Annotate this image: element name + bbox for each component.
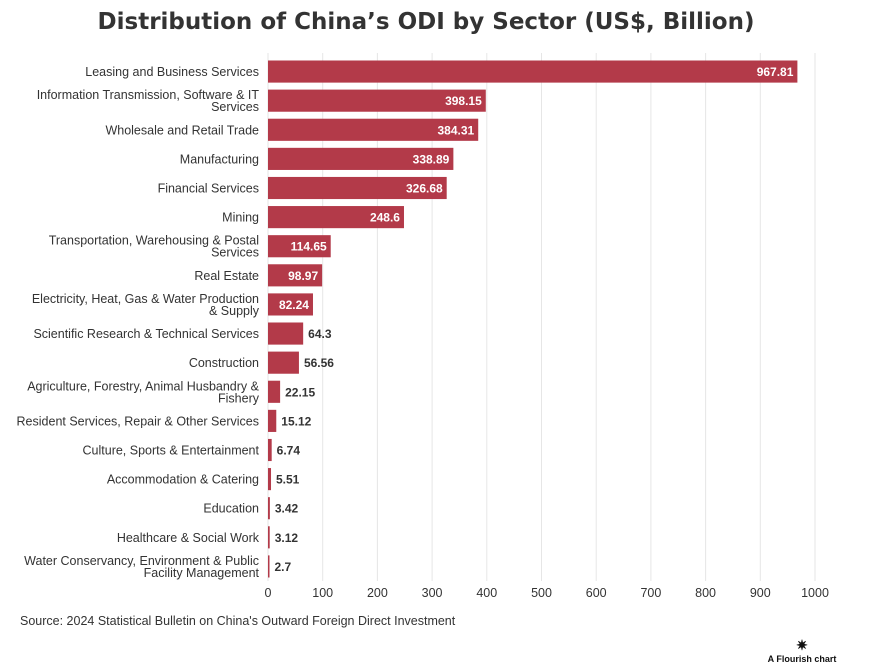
- bar[interactable]: [268, 147, 454, 170]
- category-label: Wholesale and Retail Trade: [105, 123, 259, 137]
- bar[interactable]: [268, 293, 313, 316]
- value-label: 967.81: [757, 65, 794, 79]
- bar[interactable]: [268, 555, 270, 578]
- category-label: Scientific Research & Technical Services: [33, 327, 259, 341]
- x-tick-label: 500: [531, 586, 552, 600]
- category-label: Information Transmission, Software & IT S…: [37, 88, 260, 114]
- value-label: 114.65: [291, 240, 327, 254]
- value-label: 338.89: [413, 152, 450, 166]
- category-labels: Leasing and Business Services Information…: [17, 65, 260, 580]
- flourish-credit[interactable]: ✷ A Flourish chart: [762, 638, 842, 664]
- bars: [268, 60, 798, 578]
- value-label: 248.6: [370, 211, 400, 225]
- bar[interactable]: [268, 118, 479, 141]
- x-tick-label: 0: [265, 586, 272, 600]
- category-label: Education: [203, 502, 259, 516]
- value-label: 98.97: [288, 269, 318, 283]
- x-tick-label: 100: [312, 586, 333, 600]
- bar[interactable]: [268, 206, 404, 229]
- gridlines: [267, 53, 816, 581]
- bar[interactable]: [268, 322, 304, 345]
- value-label: 82.24: [279, 298, 309, 312]
- x-tick-label: 200: [367, 586, 388, 600]
- category-label: Construction: [189, 356, 259, 370]
- value-label: 2.7: [275, 560, 292, 574]
- category-label: Water Conservancy, Environment & Public F…: [24, 554, 259, 580]
- category-label: Culture, Sports & Entertainment: [83, 444, 260, 458]
- bar[interactable]: [268, 497, 270, 520]
- x-tick-label: 400: [476, 586, 497, 600]
- value-label: 64.3: [308, 327, 332, 341]
- value-label: 384.31: [438, 123, 475, 137]
- category-label: Resident Services, Repair & Other Servic…: [17, 414, 259, 428]
- bar[interactable]: [268, 235, 331, 258]
- bar[interactable]: [268, 60, 798, 83]
- bar[interactable]: [268, 176, 447, 200]
- category-label: Financial Services: [158, 182, 259, 196]
- x-tick-label: 900: [750, 586, 771, 600]
- x-tick-label: 600: [586, 586, 607, 600]
- value-label: 56.56: [304, 356, 334, 370]
- bar[interactable]: [268, 89, 486, 112]
- x-tick-label: 700: [640, 586, 661, 600]
- x-tick-label: 300: [422, 586, 443, 600]
- asterisk-icon: ✷: [796, 637, 808, 653]
- category-label: Agriculture, Forestry, Animal Husbandry …: [27, 379, 260, 405]
- credit-text: A Flourish chart: [767, 654, 837, 664]
- x-tick-label: 800: [695, 586, 716, 600]
- bar[interactable]: [268, 468, 272, 491]
- value-label: 6.74: [277, 444, 301, 458]
- value-label: 5.51: [276, 473, 300, 487]
- value-labels: 967.81 398.15 384.31 338.89 326.68 248.6 114.6…: [275, 65, 794, 574]
- value-label: 398.15: [445, 94, 482, 108]
- chart-title: Distribution of China’s ODI by Sector (U…: [97, 9, 755, 35]
- value-label: 326.68: [406, 182, 443, 196]
- x-axis-ticks: 0 100 200 300 400 500 600 700 800 900 1000: [265, 586, 829, 600]
- value-label: 3.42: [275, 502, 299, 516]
- x-tick-label: 1000: [801, 586, 829, 600]
- category-label: Electricity, Heat, Gas & Water Productio…: [32, 292, 260, 318]
- bar[interactable]: [268, 264, 323, 287]
- source-note: Source: 2024 Statistical Bulletin on Chi…: [20, 614, 456, 628]
- bar[interactable]: [268, 438, 272, 462]
- category-label: Real Estate: [194, 269, 259, 283]
- bar[interactable]: [268, 351, 299, 374]
- value-label: 15.12: [281, 414, 311, 428]
- category-label: Accommodation & Catering: [107, 473, 259, 487]
- bar-chart: Leasing and Business Services Information…: [17, 53, 829, 600]
- category-label: Transportation, Warehousing & Postal Serv…: [49, 234, 259, 260]
- category-label: Healthcare & Social Work: [117, 531, 260, 545]
- value-label: 22.15: [285, 385, 315, 399]
- category-label: Manufacturing: [180, 152, 259, 166]
- value-label: 3.12: [275, 531, 299, 545]
- bar[interactable]: [268, 380, 281, 403]
- category-label: Leasing and Business Services: [85, 65, 259, 79]
- bar[interactable]: [268, 526, 270, 549]
- bar[interactable]: [268, 409, 277, 432]
- category-label: Mining: [222, 211, 259, 225]
